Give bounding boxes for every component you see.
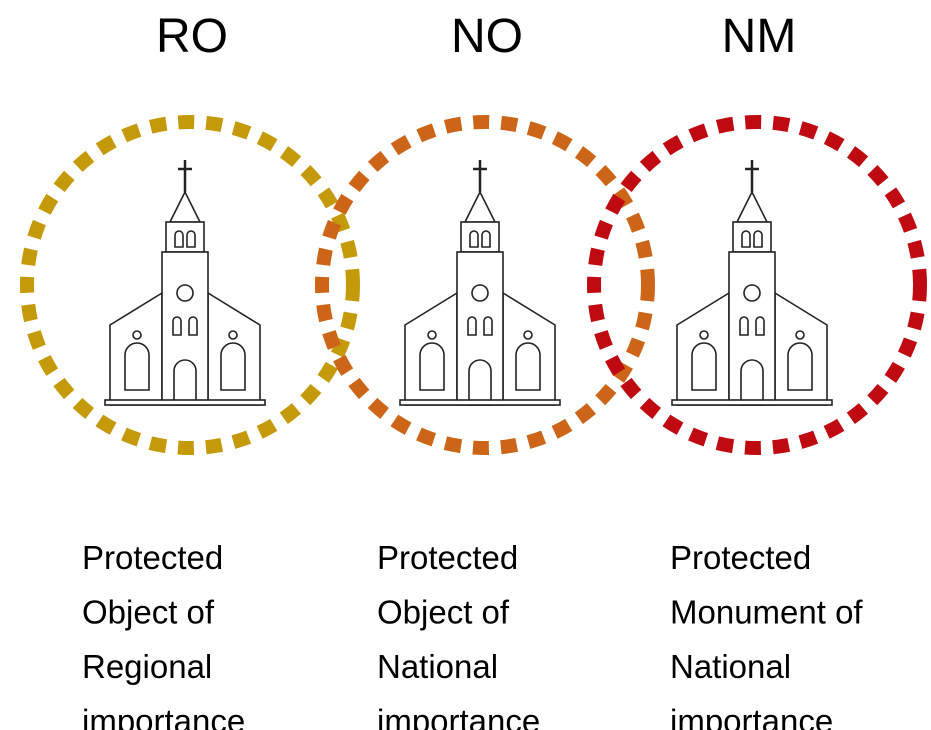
description-line: National	[377, 648, 498, 685]
church-icon	[400, 160, 560, 405]
description-line: Monument of	[670, 594, 863, 631]
church-icon	[105, 160, 265, 405]
description-line: importance	[377, 703, 540, 730]
diagram: RO Protected Object of Regional importance NO…	[0, 0, 931, 730]
church-icon	[672, 160, 832, 405]
description-line: Object of	[82, 594, 215, 631]
description-line: National	[670, 648, 791, 685]
description-line: Object of	[377, 594, 510, 631]
item-code: NM	[722, 10, 797, 63]
description-line: Protected	[670, 539, 811, 576]
description-line: Protected	[377, 539, 518, 576]
description-line: Regional	[82, 648, 212, 685]
item-code: RO	[156, 10, 228, 63]
description-line: Protected	[82, 539, 223, 576]
description-line: importance	[670, 703, 833, 730]
item-code: NO	[451, 10, 523, 63]
description-line: importance	[82, 703, 245, 730]
